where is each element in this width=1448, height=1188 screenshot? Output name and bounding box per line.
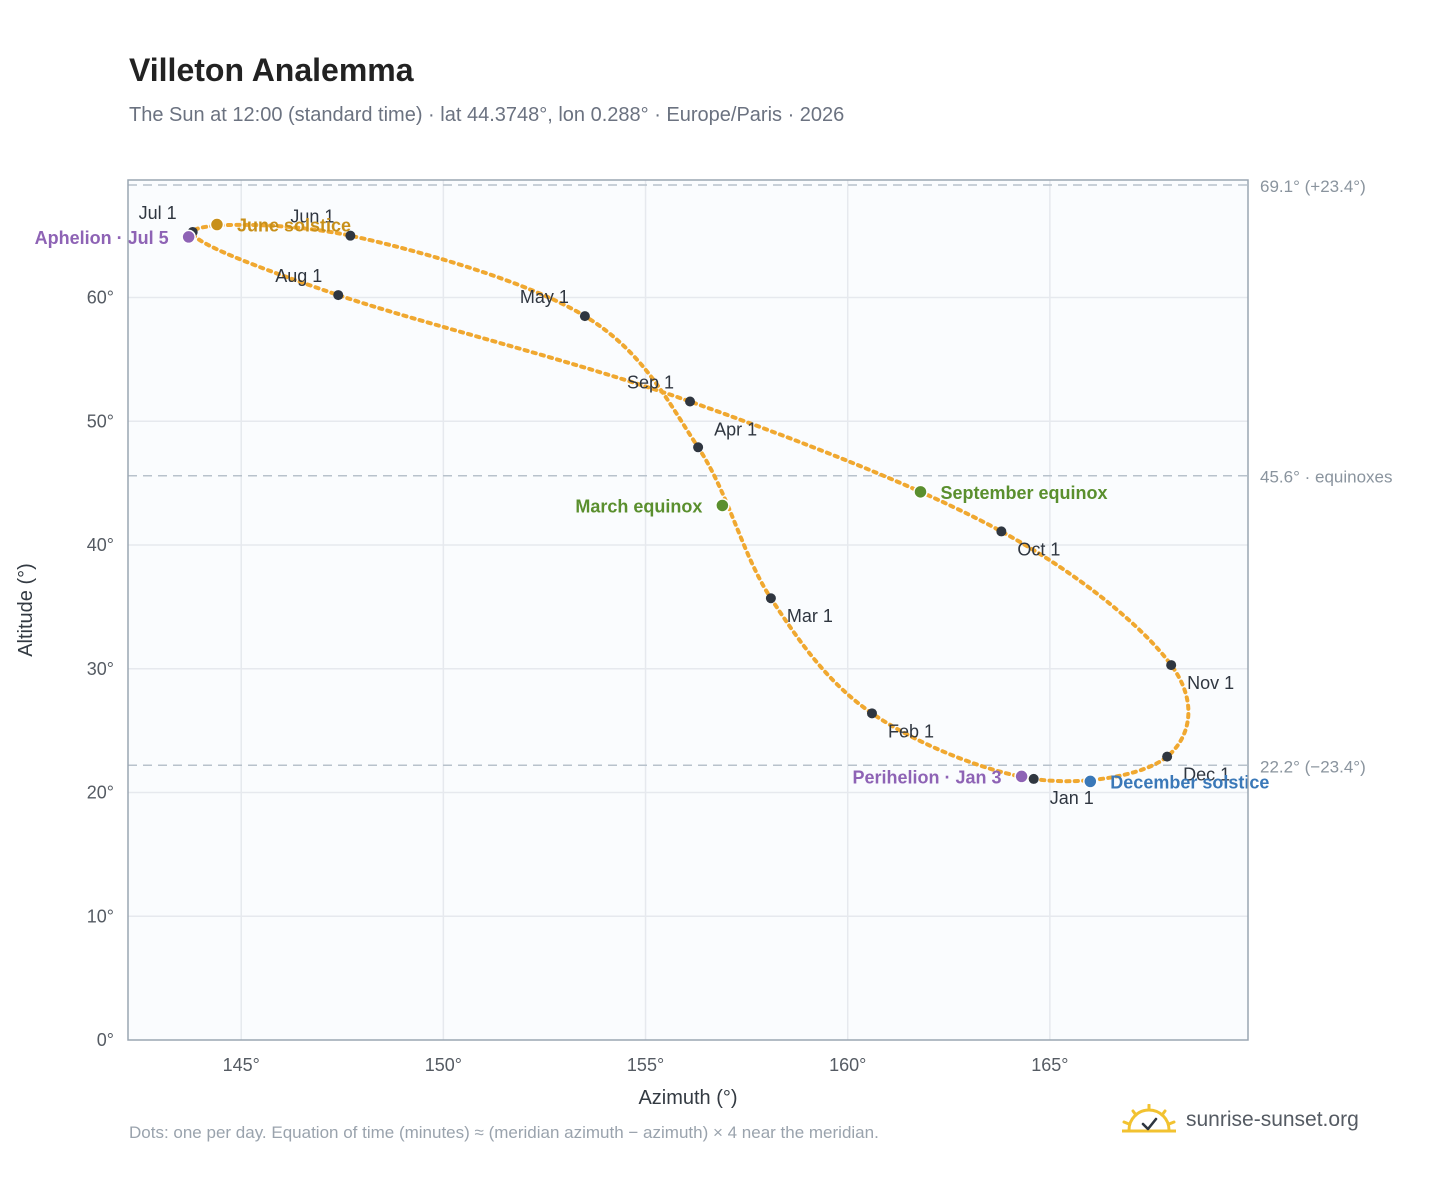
plot-area	[128, 180, 1248, 1040]
month-marker	[1162, 751, 1173, 762]
event-marker	[181, 229, 196, 245]
month-marker-label: Jul 1	[139, 203, 177, 223]
month-marker	[996, 526, 1007, 537]
month-marker	[1166, 660, 1177, 671]
event-markers: June solstice December solstice March equi…	[35, 216, 1270, 793]
month-marker	[579, 311, 590, 322]
chart-title: Villeton Analemma	[129, 52, 414, 88]
footnote: Dots: one per day. Equation of time (min…	[129, 1123, 879, 1142]
x-tick-label: 165°	[1031, 1055, 1068, 1075]
event-label: March equinox	[575, 496, 702, 516]
reference-line-label: 22.2° (−23.4°)	[1260, 757, 1366, 776]
event-marker	[1014, 769, 1029, 784]
month-marker-label: Aug 1	[275, 266, 322, 286]
month-marker	[693, 442, 704, 453]
brand-name: sunrise-sunset.org	[1186, 1108, 1359, 1131]
y-tick-label: 0°	[97, 1030, 114, 1050]
y-tick-label: 10°	[87, 906, 114, 926]
month-marker-label: Oct 1	[1017, 539, 1060, 559]
event-marker	[913, 484, 928, 500]
x-axis-label: Azimuth (°)	[638, 1087, 737, 1109]
axes: 145° 150° 155° 160° 165° 0° 10° 20° 30° 40° 50° 60°	[87, 288, 1069, 1075]
y-tick-label: 20°	[87, 783, 114, 803]
month-marker	[345, 230, 356, 241]
month-marker-label: Apr 1	[714, 419, 757, 439]
event-label: Perihelion · Jan 3	[853, 767, 1002, 787]
plot-frame	[127, 179, 1249, 1041]
analemma-path	[190, 222, 1191, 784]
y-tick-label: 50°	[87, 411, 114, 431]
brand-link[interactable]: sunrise-sunset.org	[1122, 1104, 1359, 1136]
event-label: September equinox	[940, 483, 1107, 503]
event-label: June solstice	[237, 216, 351, 236]
x-tick-label: 150°	[425, 1055, 462, 1075]
month-marker-label: Dec 1	[1183, 765, 1230, 785]
chart-subtitle: The Sun at 12:00 (standard time) · lat 4…	[129, 104, 845, 126]
month-marker-label: Jun 1	[290, 207, 334, 227]
month-marker	[685, 396, 696, 407]
month-marker-label: Mar 1	[787, 606, 833, 626]
y-axis-label: Altitude (°)	[15, 563, 37, 657]
sun-logo-icon	[1122, 1104, 1176, 1133]
event-label: Aphelion · Jul 5	[35, 228, 169, 248]
reference-line-label: 45.6° · equinoxes	[1260, 468, 1393, 487]
month-marker	[765, 593, 776, 604]
x-tick-label: 160°	[829, 1055, 866, 1075]
month-marker	[1028, 773, 1039, 784]
month-marker-label: Feb 1	[888, 721, 934, 741]
y-tick-label: 40°	[87, 535, 114, 555]
y-tick-label: 60°	[87, 288, 114, 308]
month-marker-label: Sep 1	[627, 372, 674, 392]
month-marker	[333, 290, 344, 301]
month-marker-label: Nov 1	[1187, 673, 1234, 693]
event-marker	[715, 498, 730, 513]
reference-lines: 69.1° (+23.4°) 45.6° · equinoxes 22.2° (−2…	[128, 177, 1393, 776]
grid-lines	[128, 180, 1248, 1040]
x-tick-label: 145°	[223, 1055, 260, 1075]
month-markers: Jan 1 Feb 1 Mar 1 Apr 1 May 1 Jun 1 Jul 1 Aug 1…	[139, 203, 1235, 808]
event-marker	[1083, 774, 1098, 789]
daily-sun-dots	[190, 222, 1191, 784]
month-marker-label: May 1	[520, 287, 569, 307]
event-marker	[209, 217, 225, 232]
y-tick-label: 30°	[87, 659, 114, 679]
reference-line-label: 69.1° (+23.4°)	[1260, 177, 1366, 196]
month-marker	[866, 708, 877, 719]
x-tick-label: 155°	[627, 1055, 664, 1075]
month-marker-label: Jan 1	[1050, 788, 1094, 808]
event-label: December solstice	[1110, 772, 1269, 792]
